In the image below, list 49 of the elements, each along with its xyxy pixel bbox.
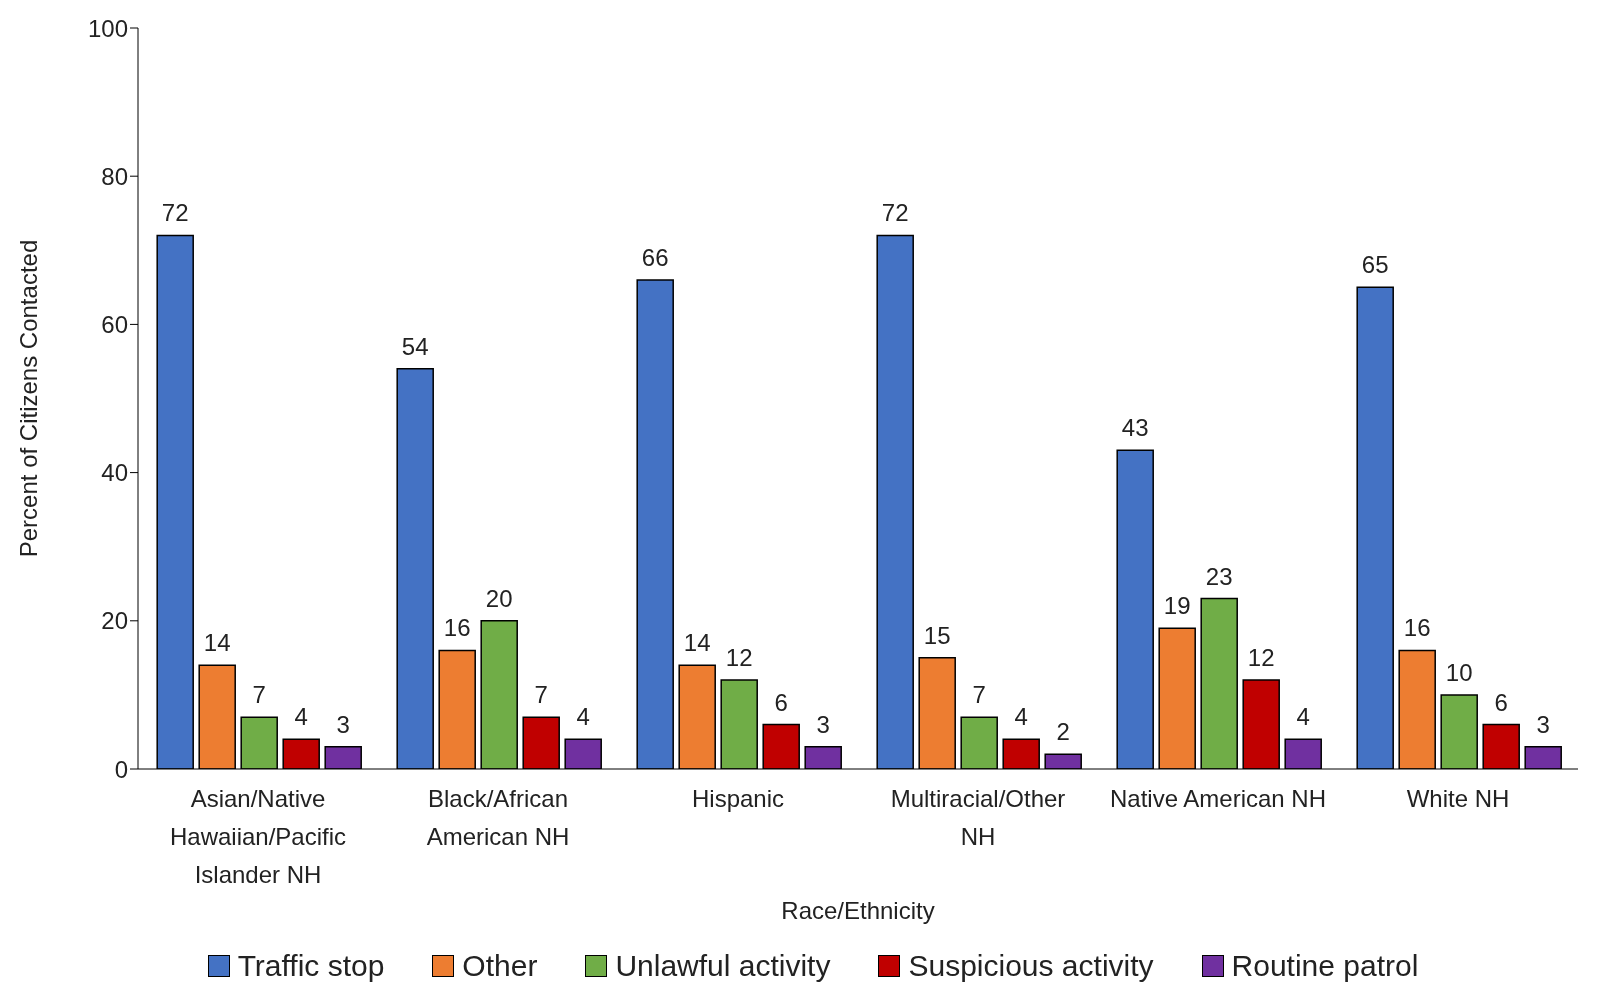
legend-label: Routine patrol xyxy=(1230,949,1419,983)
x-tick-label: Hispanic xyxy=(691,785,785,812)
data-label: 4 xyxy=(1296,703,1310,731)
data-label: 3 xyxy=(1536,710,1550,738)
y-tick-label: 60 xyxy=(101,310,128,338)
y-tick-label: 20 xyxy=(101,607,128,635)
legend-label: Other xyxy=(461,949,538,983)
data-label: 7 xyxy=(972,681,986,709)
data-label: 3 xyxy=(816,710,830,738)
data-label: 43 xyxy=(1121,414,1149,442)
x-tick-label: Black/African American NH xyxy=(426,785,570,850)
data-label: 7 xyxy=(252,681,266,709)
data-label: 3 xyxy=(336,710,350,738)
y-tick-label: 100 xyxy=(87,14,128,42)
data-label: 12 xyxy=(725,644,753,672)
data-label: 14 xyxy=(683,629,711,657)
y-tick-label: 0 xyxy=(114,755,128,783)
data-label: 4 xyxy=(1014,703,1028,731)
data-label: 4 xyxy=(576,703,590,731)
data-label: 15 xyxy=(923,621,951,649)
data-label: 6 xyxy=(1494,688,1508,716)
data-label: 10 xyxy=(1445,658,1473,686)
data-label: 16 xyxy=(1403,614,1431,642)
data-label: 54 xyxy=(401,332,429,360)
legend-label: Suspicious activity xyxy=(907,949,1154,983)
y-tick-label: 40 xyxy=(101,459,128,487)
x-tick-label: White NH xyxy=(1406,785,1510,812)
data-label: 19 xyxy=(1163,592,1191,620)
data-label: 7 xyxy=(534,681,548,709)
data-label: 16 xyxy=(443,614,471,642)
data-label: 4 xyxy=(294,703,308,731)
x-tick-label: Asian/Native Hawaiian/Pacific Islander NH xyxy=(169,785,347,888)
x-tick-label: Multiracial/Other NH xyxy=(890,785,1066,850)
data-label: 2 xyxy=(1056,718,1070,746)
data-label: 20 xyxy=(485,584,513,612)
y-tick-label: 80 xyxy=(101,162,128,190)
data-label: 14 xyxy=(203,629,231,657)
data-label: 72 xyxy=(161,199,189,227)
x-tick-label: Native American NH xyxy=(1109,785,1327,812)
x-axis-title: Race/Ethnicity xyxy=(781,897,935,924)
data-label: 12 xyxy=(1247,644,1275,672)
legend-label: Traffic stop xyxy=(236,949,385,983)
data-label: 23 xyxy=(1205,562,1233,590)
data-label: 72 xyxy=(881,199,909,227)
y-axis-title: Percent of Citizens Contacted xyxy=(14,239,42,558)
data-label: 6 xyxy=(774,688,788,716)
data-label: 65 xyxy=(1361,251,1389,279)
data-label: 66 xyxy=(641,243,669,271)
legend-label: Unlawful activity xyxy=(614,949,831,983)
